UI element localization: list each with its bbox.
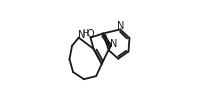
Text: N: N (78, 30, 85, 40)
Text: N: N (117, 20, 125, 31)
Text: H: H (83, 29, 89, 38)
Text: O: O (86, 29, 94, 39)
Text: N: N (110, 39, 118, 49)
